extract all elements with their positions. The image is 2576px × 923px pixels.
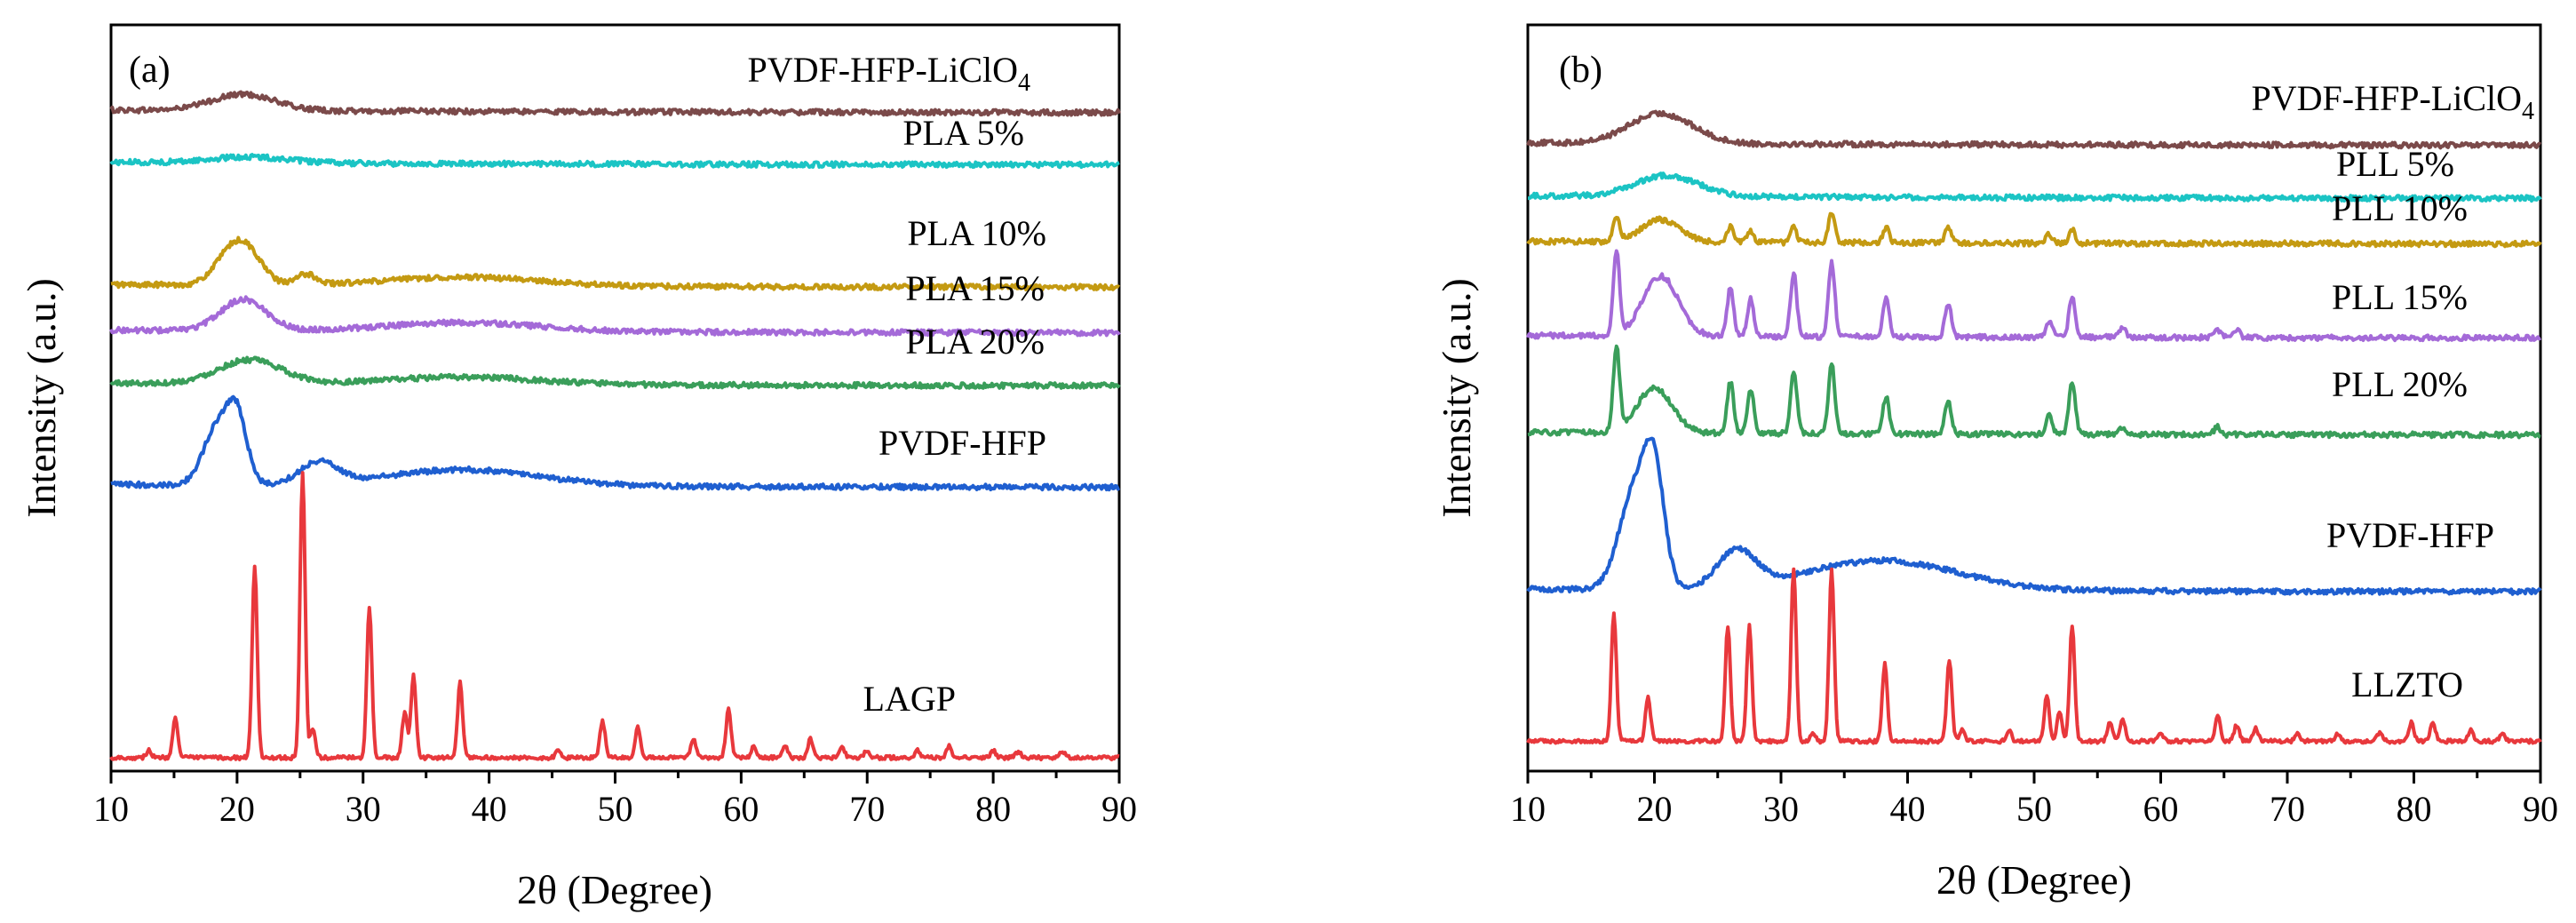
x-tick-label: 90 bbox=[2523, 789, 2558, 829]
series-line-pvdf-hfp-liclo bbox=[1526, 109, 2542, 150]
series-line-pla-10 bbox=[110, 235, 1121, 291]
panel-b-x-ticks: 10 20 30 40 50 60 70 80 90 bbox=[1510, 771, 2558, 829]
x-tick-label: 40 bbox=[1890, 789, 1926, 829]
x-tick-label: 40 bbox=[472, 789, 507, 829]
x-tick-label: 60 bbox=[723, 789, 759, 829]
x-tick-label: 20 bbox=[219, 789, 255, 829]
x-tick-label: 70 bbox=[849, 789, 885, 829]
series-line-pll-15 bbox=[1526, 249, 2542, 343]
panel-a-label: (a) bbox=[129, 50, 171, 91]
panel-a-series-label-7: LAGP bbox=[863, 679, 956, 719]
panel-a-curves bbox=[109, 90, 1121, 761]
panel-b-label: (b) bbox=[1559, 50, 1602, 91]
series-line-pvdf-hfp bbox=[110, 394, 1121, 492]
panel-a-chart: 10 20 30 40 50 60 70 80 90 (a) 2θ (Degree) Inten… bbox=[19, 23, 1137, 912]
panel-a-x-ticks: 10 20 30 40 50 60 70 80 90 bbox=[93, 771, 1137, 829]
panel-a-series-label-1: PVDF-HFP-LiClO4 bbox=[747, 50, 1030, 97]
series-line-pla-5 bbox=[109, 153, 1120, 170]
panel-b-series-label-2: PLL 5% bbox=[2336, 144, 2454, 184]
x-tick-label: 70 bbox=[2270, 789, 2305, 829]
x-tick-label: 50 bbox=[598, 789, 633, 829]
panel-a-series-label-5: PLA 20% bbox=[905, 322, 1045, 362]
panel-a-series-label-3: PLA 10% bbox=[907, 213, 1046, 253]
panel-b-series-label-5: PLL 20% bbox=[2332, 364, 2468, 404]
panel-b-chart: 10 20 30 40 50 60 70 80 90 (b) 2θ (Degree) Inten… bbox=[1434, 23, 2558, 903]
x-tick-label: 90 bbox=[1101, 789, 1137, 829]
series-line-pla-15 bbox=[109, 295, 1121, 338]
panel-b-series-label-3: PLL 10% bbox=[2332, 188, 2468, 228]
x-tick-label: 30 bbox=[346, 789, 381, 829]
panel-a-series-label-6: PVDF-HFP bbox=[879, 423, 1046, 463]
panel-b-curves bbox=[1526, 109, 2542, 745]
series-line-pvdf-hfp bbox=[1526, 436, 2542, 596]
panel-b-series-labels: PVDF-HFP-LiClO4 PLL 5% PLL 10% PLL 15% P… bbox=[2251, 78, 2534, 704]
x-tick-label: 10 bbox=[93, 789, 129, 829]
panel-b-series-label-7: LLZTO bbox=[2351, 664, 2463, 704]
series-line-pla-20 bbox=[109, 355, 1121, 390]
series-line-llzto bbox=[1526, 567, 2542, 745]
panel-a-series-label-2: PLA 5% bbox=[902, 113, 1024, 153]
panel-b-series-label-6: PVDF-HFP bbox=[2326, 515, 2494, 555]
panel-b-series-label-4: PLL 15% bbox=[2332, 277, 2468, 317]
panel-b-y-axis-title: Intensity (a.u.) bbox=[1434, 278, 1479, 518]
series-line-pvdf-hfp-liclo bbox=[109, 90, 1121, 117]
x-tick-label: 10 bbox=[1510, 789, 1546, 829]
series-line-pll-10 bbox=[1526, 211, 2542, 249]
panel-a-x-axis-title: 2θ (Degree) bbox=[517, 867, 712, 912]
x-tick-label: 30 bbox=[1763, 789, 1799, 829]
series-line-pll-20 bbox=[1527, 344, 2541, 440]
panel-b-series-label-1: PVDF-HFP-LiClO4 bbox=[2251, 78, 2534, 125]
x-tick-label: 80 bbox=[975, 789, 1011, 829]
x-tick-label: 60 bbox=[2143, 789, 2179, 829]
x-tick-label: 80 bbox=[2397, 789, 2432, 829]
panel-b-x-axis-title: 2θ (Degree) bbox=[1936, 857, 2132, 903]
series-line-pll-5 bbox=[1527, 171, 2542, 203]
series-line-lagp bbox=[109, 471, 1120, 761]
panel-a-series-label-4: PLA 15% bbox=[905, 268, 1045, 308]
panel-a-series-labels: PVDF-HFP-LiClO4 PLA 5% PLA 10% PLA 15% P… bbox=[747, 50, 1046, 719]
x-tick-label: 20 bbox=[1637, 789, 1673, 829]
panel-a-y-axis-title: Intensity (a.u.) bbox=[19, 278, 64, 518]
x-tick-label: 50 bbox=[2016, 789, 2052, 829]
